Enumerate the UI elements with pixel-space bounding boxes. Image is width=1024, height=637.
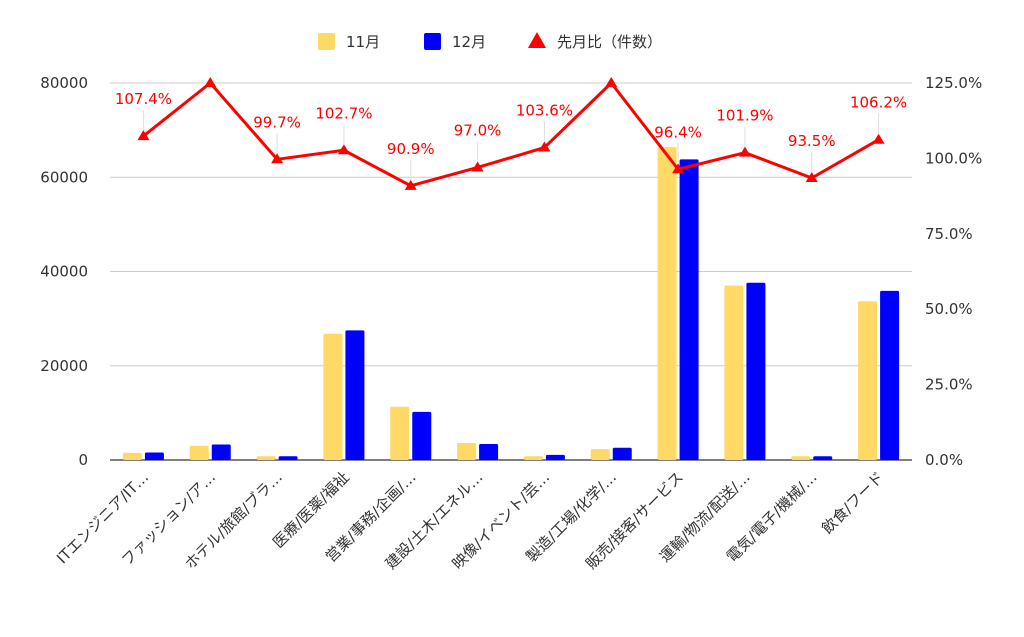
bar-dec (479, 443, 499, 460)
bar-nov (390, 406, 410, 460)
ratio-point (672, 163, 685, 174)
right-tick-label: 75.0% (925, 225, 973, 243)
bar-nov (323, 333, 343, 460)
ratio-data-label: 96.4% (654, 123, 702, 141)
bar-dec (545, 454, 565, 460)
ratio-data-label: 90.9% (387, 140, 435, 158)
ratio-point (137, 130, 150, 141)
left-axis: 0 20000 40000 60000 80000 (40, 74, 88, 469)
bar-nov (189, 445, 209, 460)
left-tick-label: 40000 (40, 263, 88, 281)
category-axis: ITエンジニア/IT…ファッション/ア…ホテル/旅館/ブラ…医療/医薬/福祉営業… (53, 468, 887, 573)
right-tick-label: 50.0% (925, 300, 973, 318)
ratio-line (137, 77, 885, 190)
right-axis: 0.0% 25.0% 50.0% 75.0% 100.0% 125.0% (925, 74, 982, 469)
ratio-data-label: 106.2% (850, 94, 907, 112)
bar-nov (858, 301, 878, 460)
bar-dec (211, 444, 231, 460)
left-tick-label: 20000 (40, 357, 88, 375)
category-label: 飲食/フード (818, 468, 887, 537)
right-tick-label: 100.0% (925, 149, 982, 167)
data-labels: 107.4% 99.7% 102.7% 90.9% 97.0% 103.6% 96.4% 10… (115, 90, 907, 180)
bar-dec (144, 452, 164, 460)
legend: 11月 12月 先月比（件数） (318, 32, 662, 51)
ratio-data-label: 99.7% (253, 113, 301, 131)
legend-label: 先月比（件数） (557, 33, 662, 51)
left-tick-label: 60000 (40, 168, 88, 186)
legend-item: 12月 (424, 33, 486, 51)
ratio-data-label: 93.5% (788, 132, 836, 150)
bars (122, 147, 900, 460)
left-tick-label: 0 (78, 451, 88, 469)
legend-swatch (318, 33, 335, 50)
ratio-series-line (142, 81, 880, 188)
bar-dec (679, 159, 699, 460)
bar-dec (412, 411, 432, 460)
gridlines (110, 82, 912, 461)
legend-item: 11月 (318, 33, 380, 51)
bar-dec (345, 330, 365, 460)
legend-swatch (424, 33, 441, 50)
left-tick-label: 80000 (40, 74, 88, 92)
legend-item: 先月比（件数） (528, 32, 662, 51)
ratio-data-label: 97.0% (454, 121, 502, 139)
ratio-data-label: 103.6% (516, 102, 573, 120)
ratio-point (538, 141, 551, 152)
ratio-point (471, 161, 484, 172)
legend-label: 11月 (346, 33, 380, 51)
ratio-point (204, 77, 217, 87)
right-tick-label: 0.0% (925, 451, 963, 469)
bar-dec (813, 456, 833, 460)
legend-label: 12月 (452, 33, 486, 51)
bar-nov (657, 147, 677, 460)
ratio-point (404, 179, 417, 190)
ratio-data-label: 102.7% (315, 104, 372, 122)
ratio-point (605, 77, 618, 87)
bar-nov (256, 456, 276, 460)
right-tick-label: 25.0% (925, 376, 973, 394)
bar-nov (724, 285, 744, 460)
ratio-data-label: 107.4% (115, 90, 172, 108)
bar-nov (791, 456, 811, 460)
bar-dec (746, 282, 766, 460)
bar-nov (457, 443, 477, 460)
ratio-point (805, 172, 818, 183)
bar-dec (612, 447, 632, 460)
right-tick-label: 125.0% (925, 74, 982, 92)
bar-nov (590, 449, 610, 460)
ratio-data-label: 101.9% (716, 107, 773, 125)
bar-dec (278, 456, 298, 460)
bar-dec (880, 290, 900, 460)
legend-triangle-icon (528, 32, 546, 48)
bar-nov (122, 452, 142, 460)
ratio-point (738, 146, 751, 157)
ratio-point (271, 153, 284, 164)
ratio-point (872, 133, 885, 144)
bar-nov (523, 456, 543, 460)
ratio-point (337, 144, 350, 155)
